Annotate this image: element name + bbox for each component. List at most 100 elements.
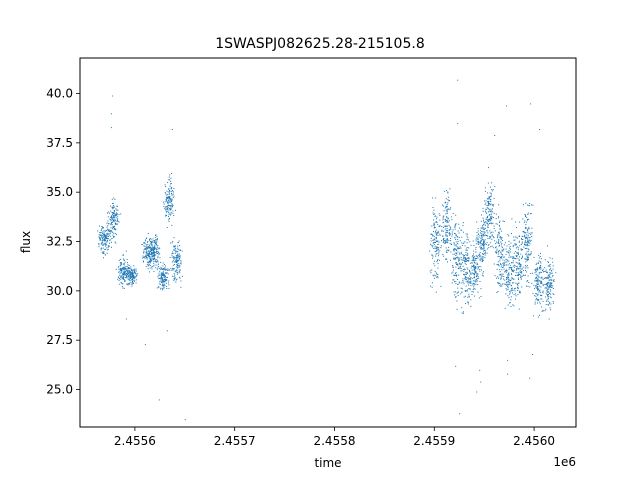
data-point bbox=[476, 232, 478, 233]
data-point bbox=[457, 268, 459, 269]
data-point bbox=[547, 294, 549, 296]
data-point bbox=[479, 246, 481, 248]
data-point bbox=[180, 286, 182, 288]
data-point bbox=[444, 201, 446, 203]
data-point bbox=[141, 244, 143, 245]
data-point bbox=[462, 222, 464, 224]
data-point bbox=[490, 246, 492, 248]
data-point bbox=[508, 244, 510, 246]
data-point bbox=[502, 278, 504, 280]
data-point bbox=[471, 256, 473, 258]
data-point bbox=[465, 303, 467, 304]
data-point bbox=[177, 254, 179, 256]
data-point bbox=[506, 259, 508, 261]
data-point bbox=[463, 257, 465, 259]
data-point bbox=[534, 288, 535, 290]
data-point bbox=[541, 295, 543, 297]
data-point bbox=[549, 257, 551, 259]
data-point bbox=[438, 213, 440, 215]
data-point bbox=[462, 280, 464, 282]
data-point bbox=[178, 259, 180, 261]
data-point bbox=[459, 227, 460, 229]
data-point bbox=[549, 273, 551, 275]
data-point bbox=[121, 275, 123, 277]
data-point bbox=[526, 237, 528, 239]
data-point bbox=[463, 312, 464, 314]
data-point bbox=[502, 240, 504, 241]
data-point bbox=[158, 274, 160, 276]
data-point bbox=[454, 273, 456, 274]
data-point bbox=[152, 248, 154, 250]
data-point bbox=[103, 232, 105, 234]
data-point bbox=[512, 244, 514, 246]
data-point bbox=[164, 207, 166, 209]
data-point bbox=[454, 232, 455, 234]
data-point bbox=[128, 278, 130, 280]
data-point bbox=[175, 209, 176, 211]
data-point bbox=[547, 297, 549, 299]
data-point bbox=[487, 221, 489, 223]
data-point bbox=[500, 266, 502, 268]
data-point bbox=[132, 276, 134, 278]
data-point bbox=[134, 276, 135, 278]
data-point bbox=[493, 212, 495, 214]
data-point bbox=[524, 248, 526, 249]
data-point bbox=[169, 208, 171, 210]
data-point bbox=[434, 215, 436, 217]
data-point bbox=[495, 213, 497, 215]
data-point bbox=[146, 254, 148, 256]
data-point bbox=[128, 267, 130, 268]
data-point bbox=[108, 223, 110, 225]
data-point bbox=[549, 307, 551, 309]
data-point bbox=[113, 207, 114, 209]
data-point bbox=[450, 207, 451, 209]
data-point bbox=[446, 251, 448, 253]
data-point bbox=[171, 200, 173, 201]
data-point bbox=[458, 236, 460, 238]
data-point bbox=[487, 219, 489, 221]
data-point bbox=[432, 257, 434, 259]
data-point bbox=[474, 262, 476, 264]
data-point bbox=[530, 252, 532, 254]
data-point bbox=[538, 299, 540, 301]
data-point bbox=[503, 263, 505, 265]
data-point bbox=[148, 246, 150, 248]
data-point bbox=[452, 229, 454, 231]
data-point bbox=[459, 240, 461, 242]
data-point bbox=[542, 284, 544, 286]
data-point bbox=[175, 281, 177, 283]
data-point bbox=[524, 265, 526, 266]
data-point bbox=[448, 200, 450, 202]
data-point bbox=[120, 270, 122, 272]
data-point bbox=[132, 272, 134, 274]
data-point bbox=[508, 268, 510, 270]
data-point bbox=[126, 277, 128, 279]
data-point bbox=[539, 280, 541, 282]
data-point bbox=[432, 207, 434, 208]
data-point bbox=[179, 250, 181, 251]
data-point bbox=[477, 243, 479, 245]
data-point bbox=[523, 230, 525, 232]
data-point bbox=[510, 289, 512, 291]
data-point bbox=[107, 248, 109, 250]
data-point bbox=[498, 250, 500, 252]
data-point bbox=[490, 192, 492, 194]
data-point bbox=[486, 248, 488, 250]
data-point bbox=[530, 251, 532, 253]
data-point bbox=[449, 208, 451, 210]
data-point bbox=[473, 257, 474, 258]
data-point bbox=[522, 255, 523, 257]
data-point bbox=[518, 278, 519, 280]
data-point bbox=[459, 413, 461, 415]
data-point bbox=[484, 234, 486, 236]
data-point bbox=[542, 285, 544, 287]
data-point bbox=[512, 262, 514, 264]
data-point bbox=[168, 284, 170, 286]
data-point bbox=[178, 269, 180, 271]
data-point bbox=[540, 277, 542, 279]
data-point bbox=[136, 279, 138, 281]
data-point bbox=[455, 272, 457, 274]
data-point bbox=[180, 260, 182, 262]
data-point bbox=[530, 273, 532, 275]
data-point bbox=[547, 275, 549, 277]
